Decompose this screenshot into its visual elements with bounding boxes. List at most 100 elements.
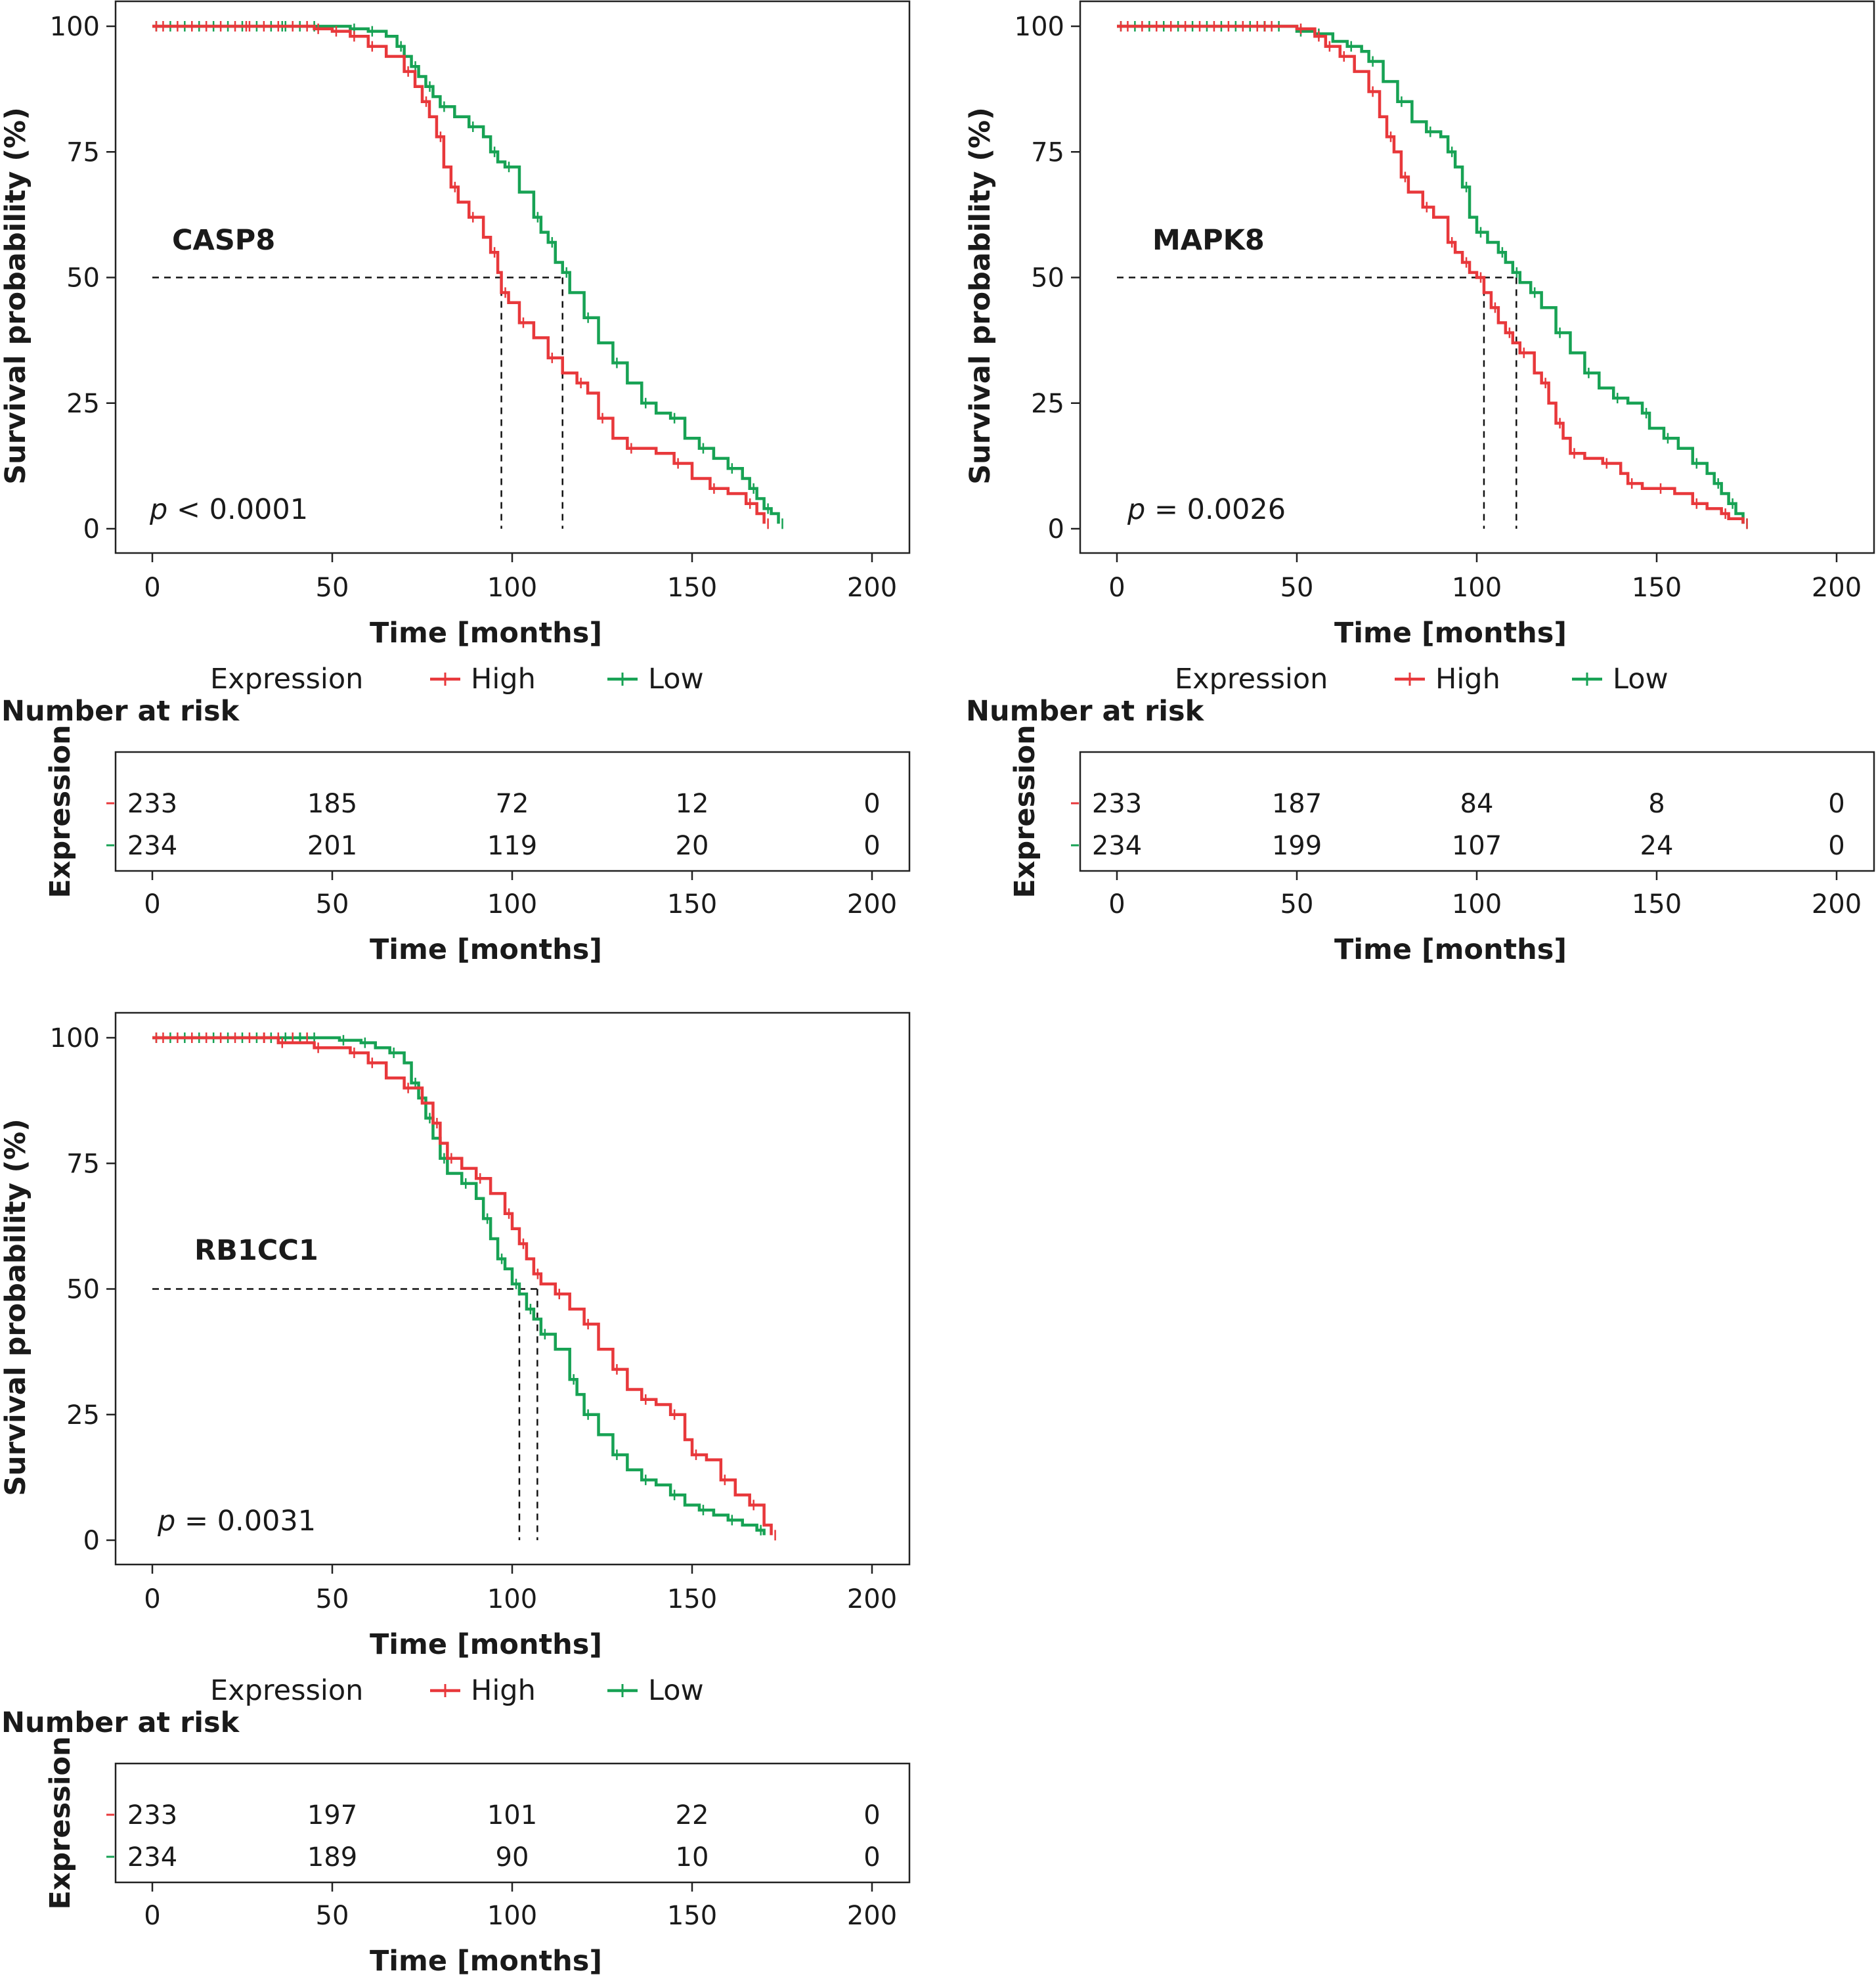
y-tick-label: 0 xyxy=(83,1526,100,1556)
x-tick-label: 150 xyxy=(667,1584,717,1614)
p-value-text: < 0.0001 xyxy=(167,493,308,526)
x-tick-label: 200 xyxy=(847,573,897,603)
risk-count: 12 xyxy=(676,789,709,819)
risk-x-tick-label: 50 xyxy=(316,889,349,920)
risk-count: 0 xyxy=(863,1800,880,1831)
x-tick-label: 100 xyxy=(1452,573,1502,603)
risk-count: 119 xyxy=(487,831,537,861)
risk-count: 72 xyxy=(496,789,529,819)
gene-label: CASP8 xyxy=(172,224,275,257)
x-axis-title: Time [months] xyxy=(370,1628,602,1661)
risk-count: 0 xyxy=(863,789,880,819)
y-tick-label: 25 xyxy=(66,389,100,419)
survival-curve-low xyxy=(152,24,780,524)
x-tick-label: 200 xyxy=(1812,573,1862,603)
km-panel-mapk8: 0 25 50 75 100 0 50 100 150 200 Time [months] Survi… xyxy=(964,0,1875,966)
risk-count: 233 xyxy=(127,789,177,819)
legend-label-high: High xyxy=(471,1674,536,1707)
p-value: p < 0.0001 xyxy=(149,493,308,526)
risk-table-y-title: Expression xyxy=(44,1736,77,1909)
p-value-symbol: p xyxy=(157,1505,175,1538)
y-tick-label: 75 xyxy=(66,137,100,167)
survival-curve-high xyxy=(1117,24,1745,524)
risk-table-y-title: Expression xyxy=(44,724,77,898)
legend-title: Expression xyxy=(210,663,363,696)
x-tick-label: 0 xyxy=(144,1584,160,1614)
y-tick-label: 50 xyxy=(66,263,100,294)
y-tick-label: 50 xyxy=(1031,263,1064,294)
risk-count: 187 xyxy=(1272,789,1322,819)
risk-x-tick-label: 200 xyxy=(847,889,897,920)
risk-x-tick-label: 50 xyxy=(316,1901,349,1931)
risk-count: 107 xyxy=(1452,831,1502,861)
y-tick-label: 100 xyxy=(1014,12,1064,42)
y-axis-title: Survival probability (%) xyxy=(964,107,997,485)
p-value-text: = 0.0026 xyxy=(1145,493,1286,526)
risk-count: 90 xyxy=(496,1842,529,1873)
risk-count: 22 xyxy=(676,1800,709,1831)
legend-label-low: Low xyxy=(648,663,704,696)
p-value-symbol: p xyxy=(149,493,167,526)
censor-marks-high xyxy=(155,1032,776,1541)
risk-count: 84 xyxy=(1460,789,1494,819)
p-value-symbol: p xyxy=(1127,493,1145,526)
risk-count: 0 xyxy=(863,831,880,861)
x-tick-label: 100 xyxy=(487,1584,537,1614)
risk-x-axis-title: Time [months] xyxy=(370,933,602,966)
legend: Expression High Low xyxy=(210,663,704,696)
risk-x-tick-label: 50 xyxy=(1280,889,1314,920)
risk-count: 101 xyxy=(487,1800,537,1831)
gene-label: RB1CC1 xyxy=(194,1234,318,1267)
y-tick-label: 0 xyxy=(83,514,100,544)
risk-count: 185 xyxy=(307,789,357,819)
x-tick-label: 150 xyxy=(667,573,717,603)
risk-x-tick-label: 150 xyxy=(667,889,717,920)
censor-marks-low xyxy=(155,1032,762,1536)
censor-marks-low xyxy=(155,21,783,529)
x-tick-label: 100 xyxy=(487,573,537,603)
risk-count: 199 xyxy=(1272,831,1322,861)
x-tick-label: 150 xyxy=(1632,573,1682,603)
x-tick-label: 50 xyxy=(316,573,349,603)
p-value: p = 0.0031 xyxy=(157,1505,316,1538)
risk-count: 234 xyxy=(127,831,177,861)
y-tick-label: 100 xyxy=(50,12,100,42)
legend-label-low: Low xyxy=(648,1674,704,1707)
y-tick-label: 25 xyxy=(66,1400,100,1431)
y-tick-label: 0 xyxy=(1048,514,1064,544)
risk-count: 233 xyxy=(1092,789,1142,819)
legend-label-high: High xyxy=(471,663,536,696)
x-axis-title: Time [months] xyxy=(1334,617,1567,650)
survival-curve-high xyxy=(152,1036,773,1536)
risk-count: 20 xyxy=(676,831,709,861)
risk-x-axis-title: Time [months] xyxy=(370,1945,602,1975)
risk-table-title: Number at risk xyxy=(1,695,240,728)
y-axis-title: Survival probability (%) xyxy=(0,1119,32,1496)
risk-x-axis-title: Time [months] xyxy=(1334,933,1567,966)
risk-count: 0 xyxy=(863,1842,880,1873)
risk-x-tick-label: 100 xyxy=(487,889,537,920)
legend-title: Expression xyxy=(1175,663,1328,696)
x-axis-title: Time [months] xyxy=(370,617,602,650)
risk-table-title: Number at risk xyxy=(966,695,1205,728)
legend: Expression High Low xyxy=(1175,663,1669,696)
risk-x-tick-label: 200 xyxy=(1812,889,1862,920)
y-tick-label: 75 xyxy=(1031,137,1064,167)
risk-x-tick-label: 0 xyxy=(1108,889,1125,920)
risk-count: 189 xyxy=(307,1842,357,1873)
risk-count: 234 xyxy=(127,1842,177,1873)
p-value: p = 0.0026 xyxy=(1127,493,1286,526)
y-tick-label: 50 xyxy=(66,1275,100,1305)
risk-count: 0 xyxy=(1828,831,1844,861)
risk-count: 233 xyxy=(127,1800,177,1831)
risk-count: 10 xyxy=(676,1842,709,1873)
censor-marks-high xyxy=(155,21,769,529)
survival-curve-high xyxy=(152,24,766,524)
x-tick-label: 50 xyxy=(1280,573,1314,603)
x-tick-label: 50 xyxy=(316,1584,349,1614)
y-tick-label: 25 xyxy=(1031,389,1064,419)
risk-count: 197 xyxy=(307,1800,357,1831)
x-tick-label: 0 xyxy=(1108,573,1125,603)
